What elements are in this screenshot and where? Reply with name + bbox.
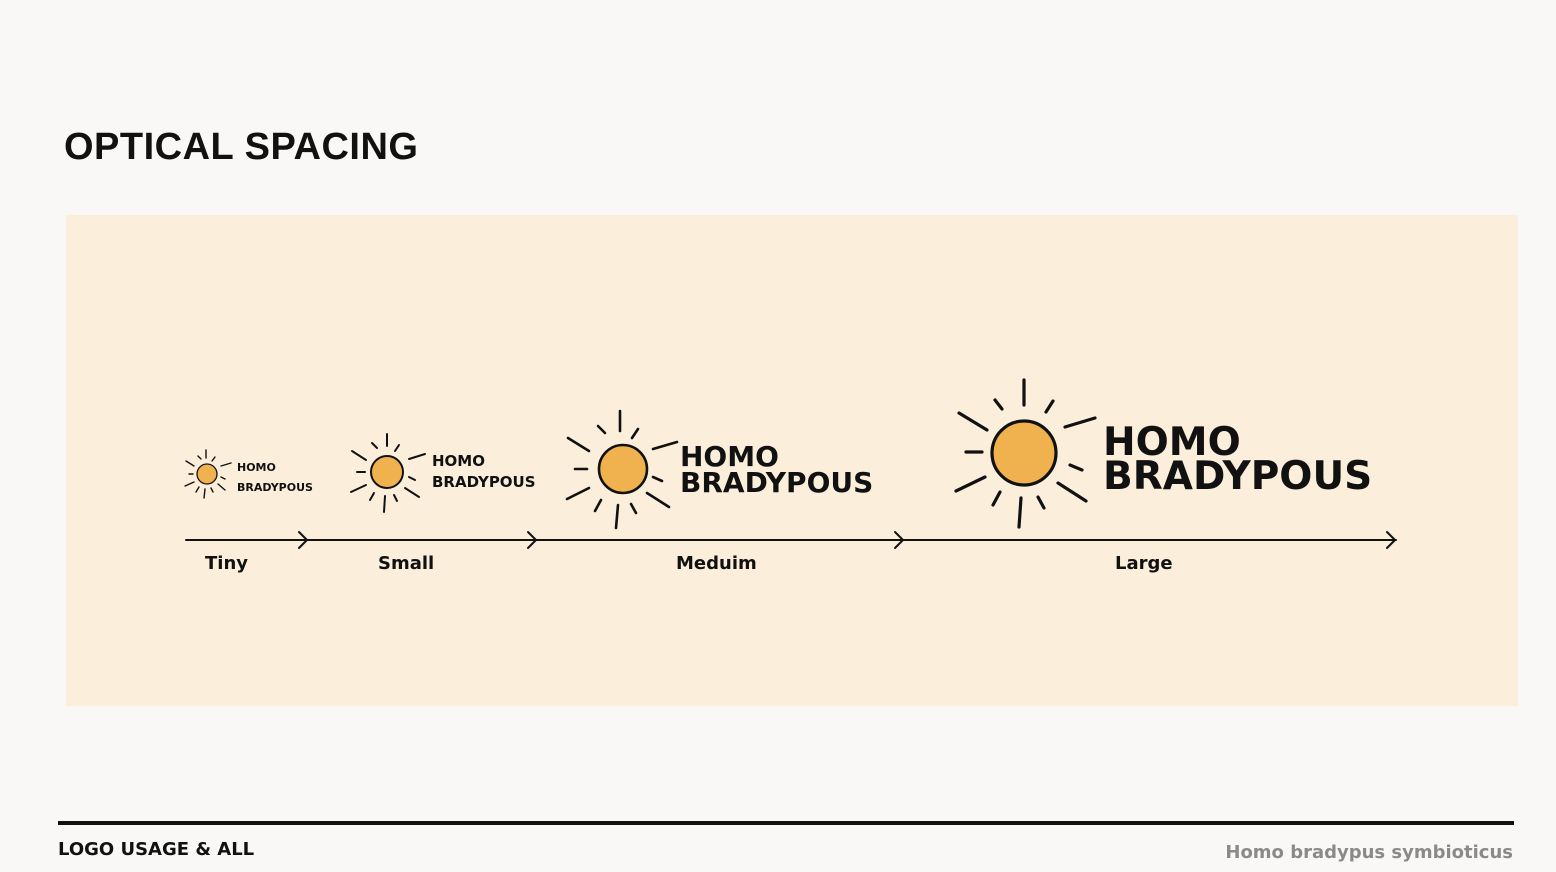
footer-section-title: LOGO USAGE & ALL — [58, 839, 255, 860]
logo-word-bradypous: BRADYPOUS — [1103, 454, 1373, 499]
scale-label-large: Large — [1115, 553, 1173, 574]
footer-divider — [58, 821, 1514, 825]
sun-icon — [184, 449, 232, 499]
sun-icon — [350, 433, 426, 513]
sun-icon — [954, 378, 1097, 529]
logo-word-bradypous: BRADYPOUS — [680, 466, 874, 499]
scale-label-tiny: Tiny — [205, 553, 248, 574]
logo-word-bradypous: BRADYPOUS — [432, 473, 536, 491]
arrow-tiny — [298, 531, 308, 549]
logo-word-homo: HOMO — [432, 452, 485, 470]
sun-icon — [565, 409, 679, 530]
logo-word-homo: HOMO — [237, 461, 276, 474]
logo-word-bradypous: BRADYPOUS — [237, 481, 313, 494]
logo-word-homo: HOMO — [680, 440, 779, 473]
arrow-large — [1386, 531, 1396, 549]
footer-brand-name: Homo bradypus symbioticus — [1225, 842, 1513, 863]
size-timeline — [185, 531, 1397, 549]
logo-size-panel: HOMO BRADYPOUS HOMO BRADYPOUS — [66, 215, 1518, 706]
logo-word-homo: HOMO — [1103, 420, 1241, 465]
arrow-medium — [894, 531, 904, 549]
arrow-small — [527, 531, 537, 549]
page-title: OPTICAL SPACING — [64, 126, 419, 168]
scale-label-medium: Meduim — [676, 553, 757, 574]
scale-label-small: Small — [378, 553, 435, 574]
